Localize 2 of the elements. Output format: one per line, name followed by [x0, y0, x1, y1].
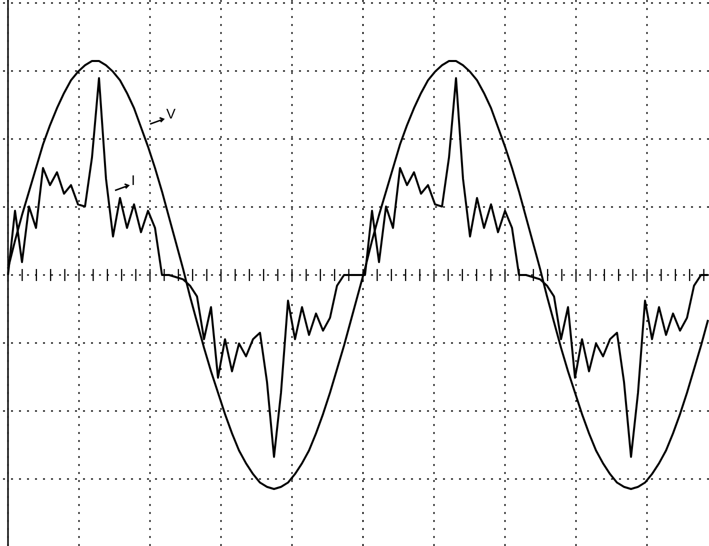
- legend-label: V: [166, 106, 176, 122]
- legend-label: I: [131, 172, 136, 188]
